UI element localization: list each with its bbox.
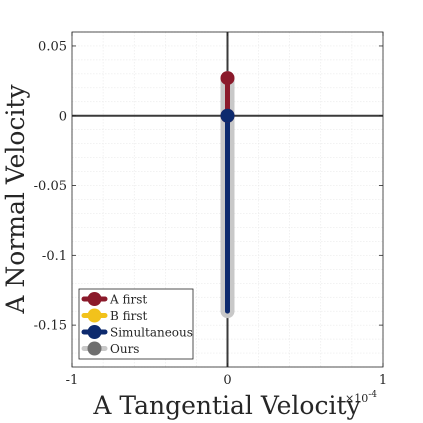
y-axis-title: A Normal Velocity (1, 84, 30, 315)
legend: A first B first Simultaneous Ours (78, 288, 194, 360)
y-tick-label: -0.15 (34, 319, 67, 334)
tick-labels: -1 0 1 0.05 0 -0.05 -0.1 -0.15 (34, 39, 387, 388)
y-tick-label: 0.05 (38, 39, 67, 54)
legend-marker (87, 325, 102, 339)
legend-label: Ours (110, 342, 139, 356)
legend-marker (87, 292, 102, 306)
y-tick-label: -0.1 (42, 249, 67, 264)
x-exponent-power: -4 (368, 390, 377, 400)
y-tick-label: -0.05 (34, 179, 67, 194)
x-exponent-base: ×10 (345, 392, 368, 405)
x-tick-label: 1 (379, 373, 387, 388)
ticks (71, 32, 384, 367)
legend-marker (87, 341, 102, 356)
y-tick-label: 0 (59, 109, 67, 124)
x-tick-label: -1 (66, 373, 79, 388)
series-layer (220, 71, 235, 319)
series-point-a-first (220, 71, 235, 86)
legend-marker (87, 308, 102, 323)
x-tick-label: 0 (223, 373, 231, 388)
x-exponent-label: ×10-4 (345, 390, 377, 405)
legend-label: A first (109, 293, 147, 307)
series-point-simultaneous (220, 108, 235, 123)
x-axis-title: A Tangential Velocity (92, 391, 361, 420)
legend-label: B first (110, 309, 148, 323)
legend-label: Simultaneous (110, 326, 193, 340)
